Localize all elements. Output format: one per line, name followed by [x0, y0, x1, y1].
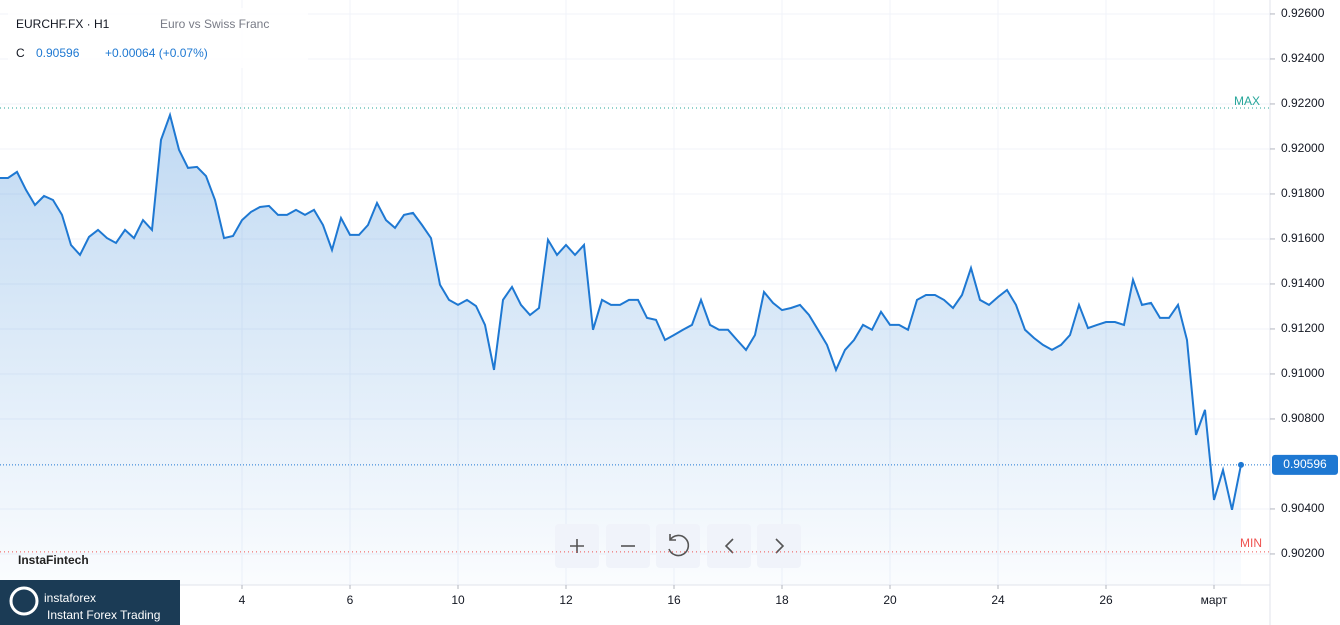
last-point: [1238, 461, 1245, 468]
description: Euro vs Swiss Franc: [160, 17, 269, 31]
x-tick-label: 24: [991, 593, 1005, 607]
y-tick-label: 0.90800: [1281, 411, 1325, 425]
y-tick-label: 0.92000: [1281, 141, 1325, 155]
x-tick-label: 26: [1099, 593, 1113, 607]
x-tick-label: 12: [559, 593, 573, 607]
y-tick-label: 0.91000: [1281, 366, 1325, 380]
x-tick-label: март: [1201, 593, 1228, 607]
symbol: EURCHF.FX · H1: [16, 17, 110, 31]
reset[interactable]: [656, 524, 700, 568]
y-tick-label: 0.92400: [1281, 51, 1325, 65]
y-tick-label: 0.90200: [1281, 546, 1325, 560]
toolbar: [555, 524, 801, 568]
y-tick-label: 0.91800: [1281, 186, 1325, 200]
x-tick-label: 6: [347, 593, 354, 607]
y-tick-label: 0.90400: [1281, 501, 1325, 515]
line: [0, 111, 1242, 511]
legend-bg: [8, 8, 308, 68]
y-tick-label: 0.91600: [1281, 231, 1325, 245]
x-tick-label: 18: [775, 593, 789, 607]
logo-icon: [9, 586, 39, 616]
y-tick-label: 0.91200: [1281, 321, 1325, 335]
logo-text: instaforex: [44, 591, 96, 605]
x-tick-label: 10: [451, 593, 465, 607]
area: [0, 115, 1241, 585]
max-label: MAX: [1234, 94, 1260, 108]
logo: instaforex Instant Forex Trading: [0, 580, 180, 625]
y-tick-label: 0.92200: [1281, 96, 1325, 110]
logo-bg: [0, 580, 180, 625]
min-label: MIN: [1240, 536, 1262, 550]
y-tick-label: 0.92600: [1281, 6, 1325, 20]
x-tick-label: 4: [239, 593, 246, 607]
close-value: 0.90596: [36, 46, 80, 60]
scroll-left[interactable]: [707, 524, 751, 568]
y-tick-label: 0.91400: [1281, 276, 1325, 290]
logo-sub: Instant Forex Trading: [47, 608, 160, 622]
last-badge-label: 0.90596: [1283, 457, 1327, 471]
close-prefix: C: [16, 46, 25, 60]
x-tick-label: 20: [883, 593, 897, 607]
last-badge: [1272, 454, 1338, 475]
change: +0.00064 (+0.07%): [105, 46, 208, 60]
x-tick-label: 16: [667, 593, 681, 607]
scroll-right[interactable]: [757, 524, 801, 568]
watermark: InstaFintech: [18, 553, 89, 567]
